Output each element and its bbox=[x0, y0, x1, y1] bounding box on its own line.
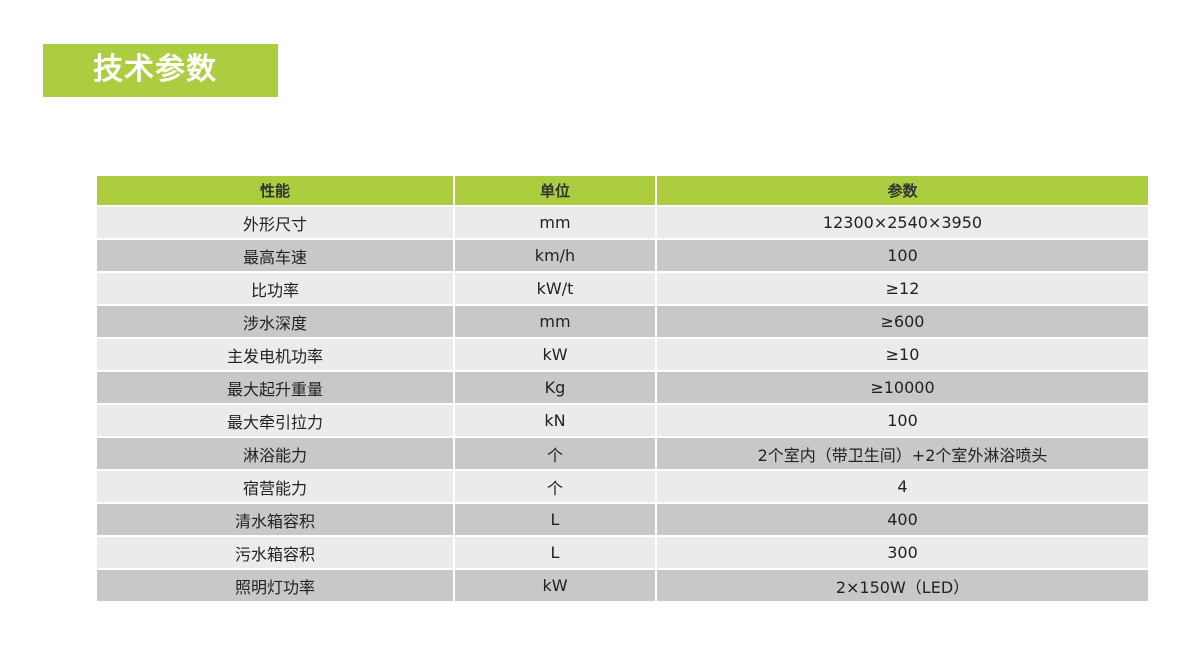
header-performance: 性能 bbox=[95, 174, 455, 207]
cell-parameter: 100 bbox=[655, 238, 1150, 273]
cell-performance: 清水箱容积 bbox=[95, 502, 455, 537]
table-row: 照明灯功率 kW 2×150W（LED） bbox=[95, 568, 1150, 603]
table-row: 最大起升重量 Kg ≥10000 bbox=[95, 370, 1150, 405]
cell-parameter: ≥12 bbox=[655, 271, 1150, 306]
cell-unit: kW bbox=[453, 337, 657, 372]
cell-parameter: 300 bbox=[655, 535, 1150, 570]
cell-performance: 宿营能力 bbox=[95, 469, 455, 504]
table-row: 主发电机功率 kW ≥10 bbox=[95, 337, 1150, 372]
cell-parameter: 400 bbox=[655, 502, 1150, 537]
cell-parameter: ≥10000 bbox=[655, 370, 1150, 405]
table-row: 比功率 kW/t ≥12 bbox=[95, 271, 1150, 306]
table-row: 淋浴能力个 2个室内（带卫生间）+2个室外淋浴喷头 bbox=[95, 436, 1150, 471]
cell-unit: 个 bbox=[453, 436, 657, 471]
table-row: 宿营能力个 4 bbox=[95, 469, 1150, 504]
cell-parameter: 2×150W（LED） bbox=[655, 568, 1150, 603]
cell-performance: 涉水深度 bbox=[95, 304, 455, 339]
cell-parameter: 12300×2540×3950 bbox=[655, 205, 1150, 240]
table-row: 涉水深度 mm ≥600 bbox=[95, 304, 1150, 339]
cell-parameter: ≥10 bbox=[655, 337, 1150, 372]
cell-unit: L bbox=[453, 535, 657, 570]
header-unit: 单位 bbox=[453, 174, 657, 207]
cell-unit: 个 bbox=[453, 469, 657, 504]
spec-table: 性能 单位 参数 外形尺寸 mm 12300×2540×3950 最高车速 km/h 10… bbox=[95, 174, 1150, 603]
table-header-row: 性能 单位 参数 bbox=[95, 174, 1150, 207]
header-parameter: 参数 bbox=[655, 174, 1150, 207]
cell-unit: kW bbox=[453, 568, 657, 603]
table-row: 最高车速 km/h 100 bbox=[95, 238, 1150, 273]
cell-parameter: 2个室内（带卫生间）+2个室外淋浴喷头 bbox=[655, 436, 1150, 471]
cell-performance: 照明灯功率 bbox=[95, 568, 455, 603]
cell-unit: mm bbox=[453, 304, 657, 339]
cell-performance: 最大牵引拉力 bbox=[95, 403, 455, 438]
cell-unit: Kg bbox=[453, 370, 657, 405]
section-title: 技术参数 bbox=[93, 52, 217, 87]
cell-performance: 最高车速 bbox=[95, 238, 455, 273]
cell-performance: 主发电机功率 bbox=[95, 337, 455, 372]
cell-unit: km/h bbox=[453, 238, 657, 273]
cell-performance: 外形尺寸 bbox=[95, 205, 455, 240]
table-row: 污水箱容积 L 300 bbox=[95, 535, 1150, 570]
cell-parameter: 4 bbox=[655, 469, 1150, 504]
cell-unit: kW/t bbox=[453, 271, 657, 306]
cell-performance: 污水箱容积 bbox=[95, 535, 455, 570]
cell-unit: mm bbox=[453, 205, 657, 240]
table-row: 最大牵引拉力 kN 100 bbox=[95, 403, 1150, 438]
cell-parameter: ≥600 bbox=[655, 304, 1150, 339]
cell-parameter: 100 bbox=[655, 403, 1150, 438]
cell-unit: kN bbox=[453, 403, 657, 438]
cell-performance: 最大起升重量 bbox=[95, 370, 455, 405]
section-title-banner: 技术参数 bbox=[43, 44, 278, 97]
cell-unit: L bbox=[453, 502, 657, 537]
table-row: 清水箱容积 L 400 bbox=[95, 502, 1150, 537]
cell-performance: 淋浴能力 bbox=[95, 436, 455, 471]
cell-performance: 比功率 bbox=[95, 271, 455, 306]
table-row: 外形尺寸 mm 12300×2540×3950 bbox=[95, 205, 1150, 240]
